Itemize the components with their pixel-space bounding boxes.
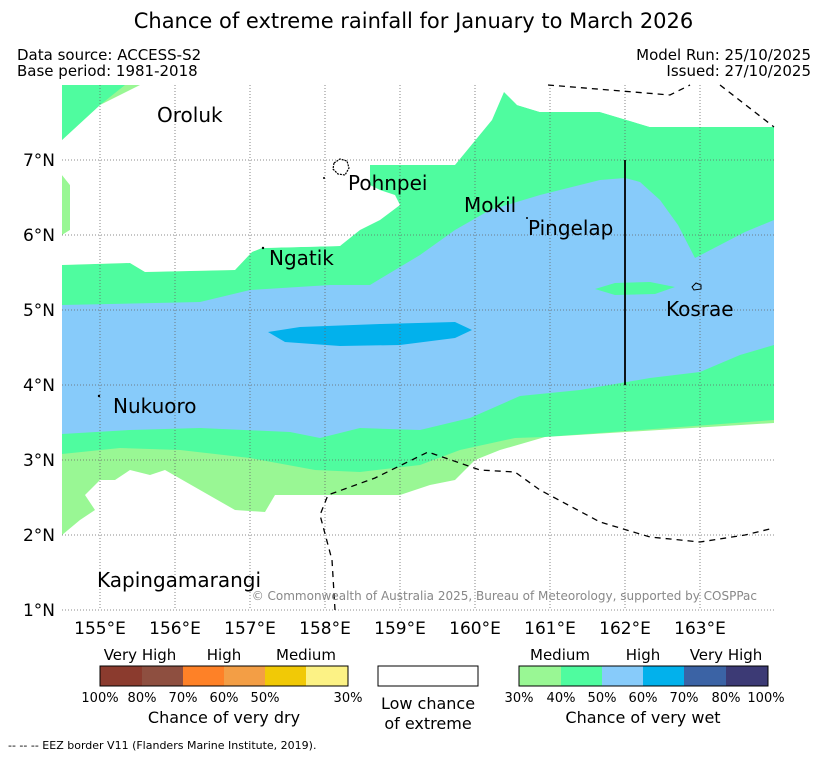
lat-label: 1°N (23, 601, 55, 621)
low-chance-area-south (62, 423, 774, 610)
wet-header-medium: Medium (530, 646, 590, 664)
lon-label: 155°E (74, 619, 126, 639)
wet-tick: 40% (547, 691, 576, 706)
dry-swatch (306, 666, 348, 686)
label-kapingamarangi: Kapingamarangi (97, 568, 261, 592)
label-ngatik: Ngatik (269, 246, 334, 270)
rainfall-map: Oroluk Pohnpei Mokil Pingelap Ngatik Kos… (23, 84, 775, 639)
dry-tick: 50% (251, 691, 280, 706)
eez-border-south (319, 451, 775, 611)
dry-tick: 80% (128, 691, 157, 706)
place-labels: Oroluk Pohnpei Mokil Pingelap Ngatik Kos… (97, 103, 734, 592)
lon-label: 160°E (449, 619, 501, 639)
lon-label: 156°E (149, 619, 201, 639)
legend-low-chance: Low chance of extreme (377, 665, 479, 733)
wet-swatch (561, 666, 602, 686)
wet-tick: 70% (670, 691, 699, 706)
lat-label: 6°N (23, 226, 55, 246)
eez-footnote: -- -- -- EEZ border V11 (Flanders Marine… (8, 739, 317, 752)
wet-header-very-high: Very High (690, 646, 763, 664)
low-chance-line1: Low chance (381, 694, 475, 713)
low-chance-area-north (62, 100, 400, 272)
model-run: Model Run: 25/10/2025 (636, 46, 811, 64)
lon-label: 157°E (224, 619, 276, 639)
lon-label: 162°E (599, 619, 651, 639)
chart-title: Chance of extreme rainfall for January t… (133, 9, 694, 33)
wet-tick: 50% (588, 691, 617, 706)
wet-tick: 80% (712, 691, 741, 706)
dry-swatch (183, 666, 224, 686)
dry-swatch (100, 666, 142, 686)
ant-atoll (323, 177, 325, 179)
issued-date: Issued: 27/10/2025 (666, 62, 811, 80)
dry-tick: 60% (210, 691, 239, 706)
ngatik-island (261, 246, 265, 250)
lat-label: 3°N (23, 451, 55, 471)
region-wet-high-60 (268, 322, 472, 346)
dry-swatch (265, 666, 306, 686)
low-chance-area-northeast (504, 85, 774, 127)
label-pingelap: Pingelap (528, 216, 613, 240)
label-nukuoro: Nukuoro (113, 394, 197, 418)
dry-swatch (224, 666, 265, 686)
lat-label: 2°N (23, 526, 55, 546)
lat-axis-labels: 7°N 6°N 5°N 4°N 3°N 2°N 1°N (23, 151, 55, 621)
wet-swatch (643, 666, 684, 686)
label-pohnpei: Pohnpei (348, 171, 428, 195)
lon-label: 163°E (674, 619, 726, 639)
base-period: Base period: 1981-2018 (17, 62, 198, 80)
wet-tick: 30% (505, 691, 534, 706)
dry-swatch (142, 666, 183, 686)
eez-border-north (547, 84, 691, 96)
meta-left: Data source: ACCESS-S2 Base period: 1981… (17, 47, 201, 79)
dry-tick: 100% (81, 691, 118, 706)
wet-legend-title: Chance of very wet (565, 708, 720, 727)
copyright-notice: © Commonwealth of Australia 2025, Bureau… (252, 589, 757, 603)
lat-label: 4°N (23, 376, 55, 396)
mokil-island (526, 217, 528, 219)
wet-header-high: High (626, 646, 660, 664)
eez-border-northeast (719, 84, 775, 128)
dry-tick: 70% (169, 691, 198, 706)
dry-tick: 30% (334, 691, 363, 706)
region-green-patch-kosrae (595, 282, 675, 295)
pohnpei-island (332, 158, 350, 176)
legend-wet: Medium High Very High 30% 40% 50% 60% 70… (505, 646, 785, 727)
wet-tick: 100% (747, 691, 784, 706)
wet-tick: 60% (629, 691, 658, 706)
wet-swatch (602, 666, 643, 686)
wet-swatch (726, 666, 768, 686)
nukuoro-island (97, 394, 101, 398)
data-source: Data source: ACCESS-S2 (17, 46, 202, 64)
map-fill-layers (62, 85, 774, 535)
legend-dry: Very High High Medium 100% 80% 70% 60% 5… (81, 646, 362, 727)
label-oroluk: Oroluk (157, 103, 223, 127)
wet-swatch (684, 666, 726, 686)
low-chance-line2: of extreme (384, 714, 471, 733)
region-wet-high-50 (62, 178, 774, 438)
dry-legend-title: Chance of very dry (148, 708, 300, 727)
label-kosrae: Kosrae (666, 297, 734, 321)
lon-label: 161°E (524, 619, 576, 639)
legend: Very High High Medium 100% 80% 70% 60% 5… (81, 646, 785, 733)
dry-header-high: High (207, 646, 241, 664)
low-chance-swatch (377, 665, 479, 687)
kosrae-island (691, 282, 702, 291)
lat-label: 7°N (23, 151, 55, 171)
lat-label: 5°N (23, 301, 55, 321)
dry-header-very-high: Very High (104, 646, 177, 664)
label-mokil: Mokil (464, 193, 516, 217)
lon-axis-labels: 155°E 156°E 157°E 158°E 159°E 160°E 161°… (74, 619, 726, 639)
eez-borders (319, 84, 775, 611)
lon-label: 159°E (374, 619, 426, 639)
map-white-areas (62, 85, 774, 610)
lon-label: 158°E (299, 619, 351, 639)
wet-swatch (519, 666, 561, 686)
meta-right: Model Run: 25/10/2025 Issued: 27/10/2025 (636, 47, 811, 79)
dry-header-medium: Medium (276, 646, 336, 664)
